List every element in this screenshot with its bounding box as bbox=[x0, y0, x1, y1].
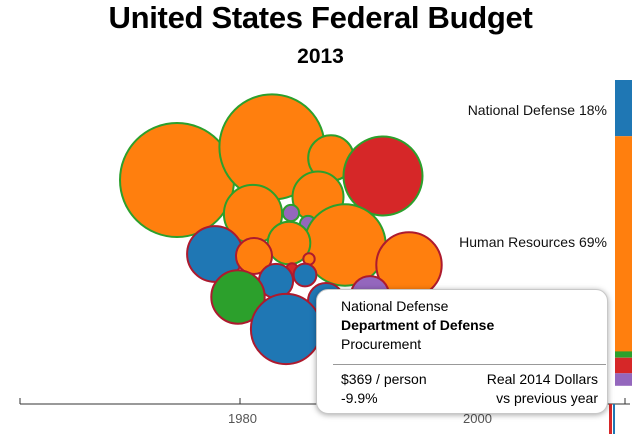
tooltip-units: Real 2014 Dollars bbox=[486, 371, 598, 387]
stack-segment[interactable] bbox=[615, 136, 632, 352]
bubble[interactable] bbox=[342, 135, 424, 217]
x-tick-1980: 1980 bbox=[228, 411, 257, 426]
chart-subtitle: 2013 bbox=[297, 45, 344, 68]
bubble[interactable] bbox=[210, 269, 266, 325]
stack-segment[interactable] bbox=[615, 80, 632, 137]
year-marker[interactable] bbox=[609, 404, 612, 434]
stack-segment[interactable] bbox=[615, 351, 632, 358]
tooltip-department: Department of Defense bbox=[341, 317, 495, 333]
stack-segment[interactable] bbox=[615, 357, 632, 374]
tooltip-change-label: vs previous year bbox=[496, 390, 598, 406]
year-marker[interactable] bbox=[613, 404, 615, 434]
bubble[interactable] bbox=[292, 262, 318, 288]
tooltip-per-person: $369 / person bbox=[341, 371, 427, 387]
tooltip-divider bbox=[333, 364, 606, 365]
tooltip-row-change: -9.9% vs previous year bbox=[341, 389, 598, 408]
x-tick-2000: 2000 bbox=[463, 411, 492, 426]
bubble[interactable] bbox=[119, 122, 235, 238]
bubble-tooltip: National Defense Department of Defense P… bbox=[316, 289, 608, 414]
tooltip-function: National Defense bbox=[341, 298, 449, 314]
category-stack-bar bbox=[615, 80, 632, 386]
bubble[interactable] bbox=[281, 203, 301, 223]
label-national-defense: National Defense 18% bbox=[467, 102, 607, 118]
tooltip-change: -9.9% bbox=[341, 390, 378, 406]
tooltip-row-amount: $369 / person Real 2014 Dollars bbox=[341, 370, 598, 389]
tooltip-item: Procurement bbox=[341, 336, 422, 352]
chart-title: United States Federal Budget bbox=[108, 0, 533, 35]
stack-segment[interactable] bbox=[615, 373, 632, 386]
bubble[interactable] bbox=[249, 292, 323, 366]
bubble[interactable] bbox=[235, 237, 273, 275]
label-human-resources: Human Resources 69% bbox=[459, 234, 607, 250]
